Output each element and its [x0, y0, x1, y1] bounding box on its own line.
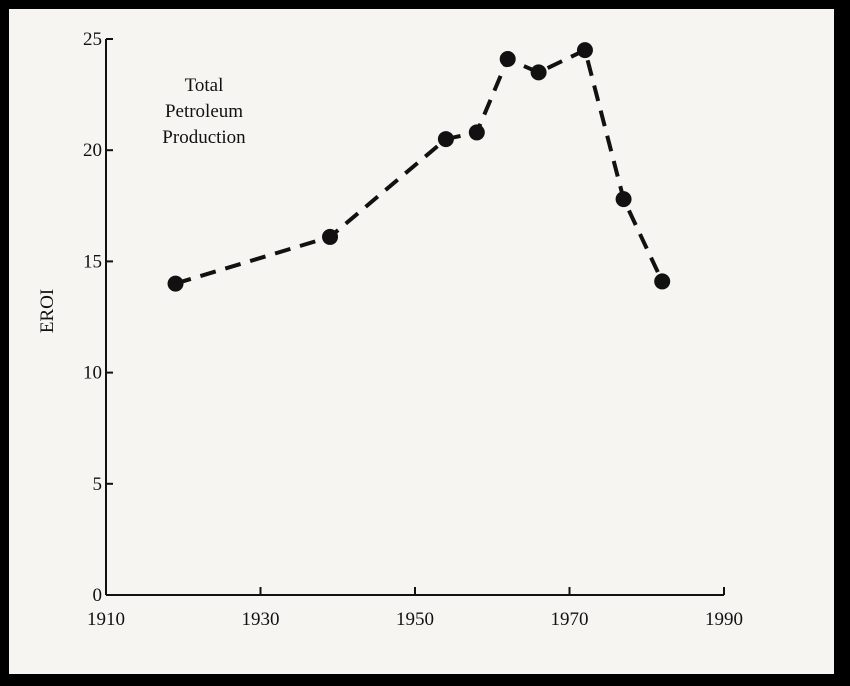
series-line	[174, 47, 665, 286]
figure-frame: 0 5 10 15 20 25 1910 1930 1950 1970 1990 EROI Tota…	[9, 9, 834, 674]
data-point	[468, 124, 485, 141]
y-tick-label: 0	[93, 585, 103, 606]
x-tick-label: 1970	[551, 609, 589, 630]
data-point	[654, 273, 671, 290]
x-tick-label: 1930	[242, 609, 280, 630]
x-tick-label: 1950	[396, 609, 434, 630]
annotation-line: Production	[162, 127, 246, 148]
data-point	[322, 228, 339, 245]
y-axis-label: EROI	[37, 289, 58, 333]
annotation-line: Total	[185, 75, 224, 96]
ticks: 0 5 10 15 20 25 1910 1930 1950 1970 1990	[83, 29, 743, 630]
data-point	[615, 191, 632, 208]
data-point	[499, 51, 516, 68]
y-tick-label: 20	[83, 140, 102, 161]
data-point	[576, 42, 593, 59]
data-point	[437, 131, 454, 148]
x-tick-label: 1910	[87, 609, 125, 630]
eroi-line-chart: 0 5 10 15 20 25 1910 1930 1950 1970 1990 EROI Tota…	[37, 29, 743, 630]
annotation-line: Petroleum	[165, 101, 243, 122]
x-tick-label: 1990	[705, 609, 743, 630]
y-tick-label: 25	[83, 29, 102, 50]
y-tick-label: 15	[83, 251, 102, 272]
y-tick-label: 10	[83, 363, 102, 384]
data-point	[167, 275, 184, 292]
chart-annotation: Total Petroleum Production	[162, 75, 246, 148]
axes	[105, 39, 724, 596]
data-point	[530, 64, 547, 81]
series-markers	[167, 42, 671, 292]
y-tick-label: 5	[93, 474, 103, 495]
